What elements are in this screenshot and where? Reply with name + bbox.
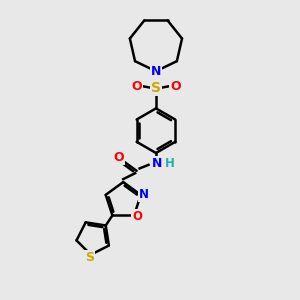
Text: O: O xyxy=(113,151,124,164)
Text: H: H xyxy=(164,157,174,170)
Text: S: S xyxy=(151,81,161,94)
Text: O: O xyxy=(170,80,181,93)
Text: O: O xyxy=(131,80,142,93)
Text: O: O xyxy=(132,210,142,224)
Text: S: S xyxy=(85,251,94,264)
Text: N: N xyxy=(151,65,161,78)
Text: N: N xyxy=(152,157,163,170)
Text: N: N xyxy=(139,188,149,201)
